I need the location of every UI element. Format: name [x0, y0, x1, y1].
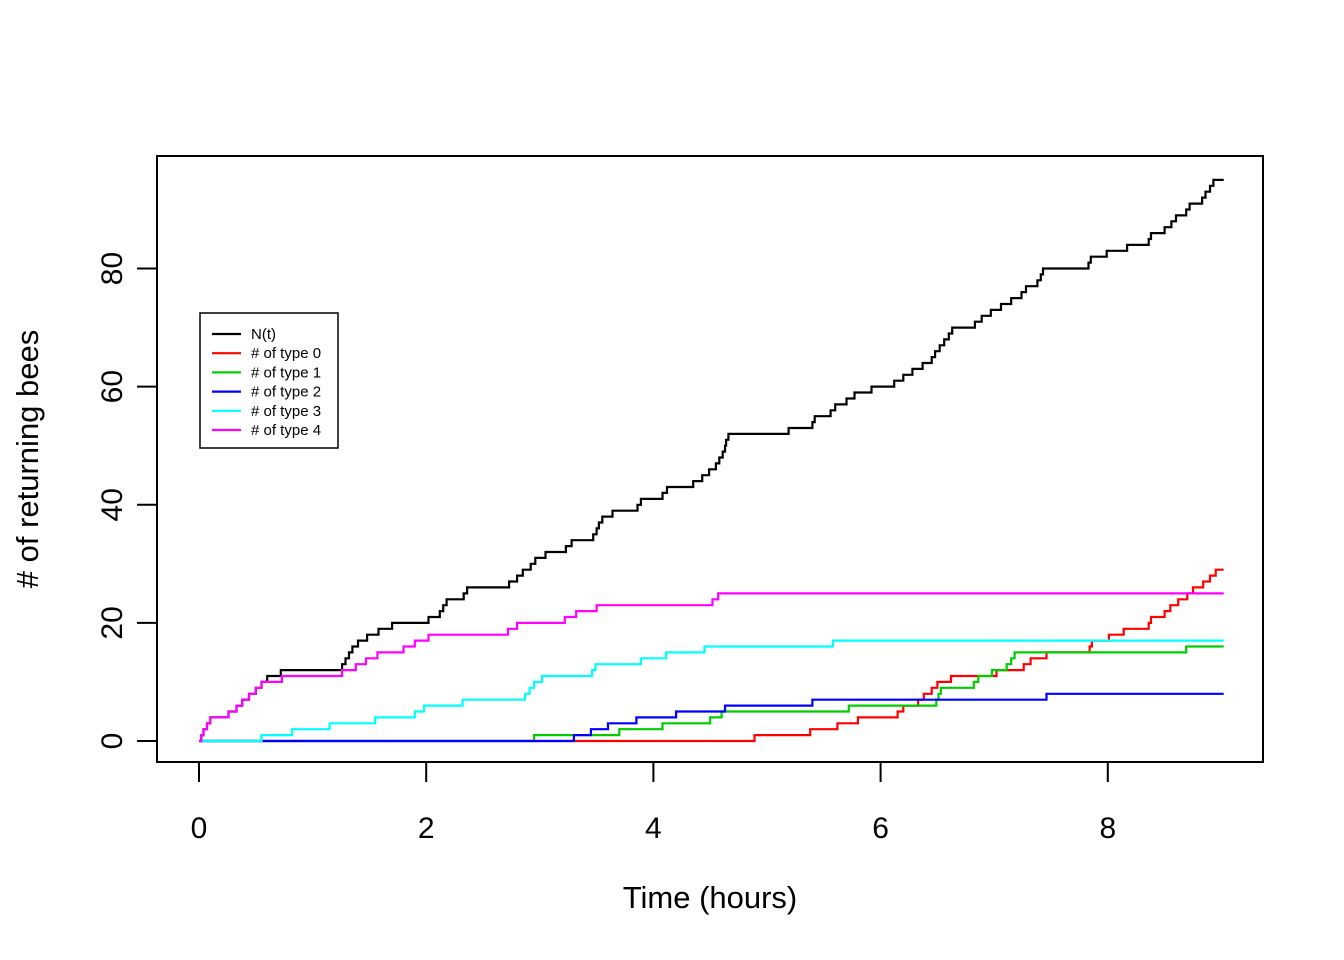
series-line-1 — [199, 568, 1224, 743]
series-line-0 — [199, 178, 1224, 743]
legend-label: # of type 0 — [251, 345, 321, 362]
series-line-5 — [199, 592, 1224, 743]
x-axis-ticks: 0 2 4 6 8 — [191, 763, 1116, 845]
y-tick-label: 0 — [96, 733, 129, 750]
legend: N(t) # of type 0 # of type 1 # of type 2 # o… — [199, 312, 339, 449]
series-lines — [199, 178, 1224, 743]
legend-box — [199, 312, 339, 449]
x-tick-label: 4 — [645, 812, 662, 845]
x-tick-label: 6 — [872, 812, 889, 845]
series-line-3 — [199, 692, 1224, 743]
y-tick-label: 60 — [96, 370, 129, 403]
plot-area-border — [156, 155, 1264, 763]
series-line-4 — [199, 639, 1224, 743]
y-tick-label: 20 — [96, 606, 129, 639]
legend-label: # of type 4 — [251, 422, 321, 439]
x-tick-label: 2 — [418, 812, 435, 845]
legend-label: # of type 2 — [251, 384, 321, 401]
legend-label: # of type 3 — [251, 403, 321, 420]
x-tick-label: 0 — [191, 812, 208, 845]
x-axis-title: Time (hours) — [623, 880, 798, 915]
y-axis-ticks: 0 20 40 60 80 — [96, 252, 156, 750]
series-line-2 — [199, 645, 1224, 743]
y-tick-label: 80 — [96, 252, 129, 285]
y-tick-label: 40 — [96, 488, 129, 521]
y-axis-title: # of returning bees — [10, 330, 45, 589]
x-tick-label: 8 — [1099, 812, 1116, 845]
legend-label: # of type 1 — [251, 364, 321, 381]
legend-label: N(t) — [251, 326, 276, 343]
